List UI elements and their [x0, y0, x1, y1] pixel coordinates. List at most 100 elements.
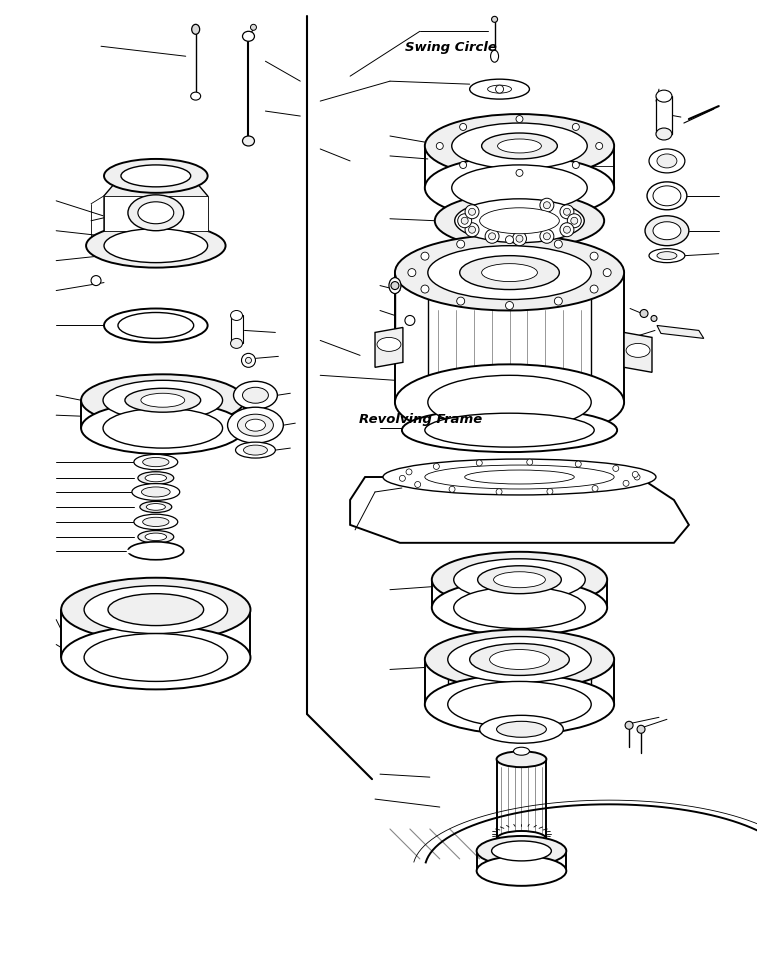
Ellipse shape: [81, 403, 245, 455]
Text: Revolving Frame: Revolving Frame: [359, 412, 482, 426]
Circle shape: [465, 205, 479, 219]
Ellipse shape: [649, 248, 685, 263]
Circle shape: [623, 481, 629, 486]
Ellipse shape: [134, 514, 177, 530]
Circle shape: [567, 214, 581, 227]
Circle shape: [506, 236, 513, 244]
Ellipse shape: [104, 159, 208, 193]
Ellipse shape: [493, 572, 546, 587]
Ellipse shape: [647, 182, 687, 210]
Ellipse shape: [230, 310, 243, 321]
Ellipse shape: [84, 586, 227, 634]
Ellipse shape: [237, 414, 274, 436]
Ellipse shape: [132, 483, 180, 501]
Polygon shape: [624, 332, 652, 373]
Circle shape: [512, 232, 527, 246]
Ellipse shape: [143, 457, 169, 467]
Circle shape: [543, 201, 550, 209]
Circle shape: [527, 459, 533, 465]
Circle shape: [457, 240, 465, 248]
Ellipse shape: [465, 470, 575, 484]
Ellipse shape: [637, 725, 645, 733]
Ellipse shape: [138, 472, 174, 484]
Circle shape: [434, 463, 440, 469]
Ellipse shape: [61, 626, 250, 690]
Ellipse shape: [140, 502, 172, 512]
Circle shape: [572, 123, 579, 130]
Ellipse shape: [496, 751, 547, 768]
Ellipse shape: [656, 128, 672, 140]
Ellipse shape: [435, 193, 604, 248]
Ellipse shape: [625, 721, 633, 729]
Circle shape: [560, 222, 574, 237]
Circle shape: [596, 143, 603, 149]
Ellipse shape: [236, 442, 275, 458]
Ellipse shape: [138, 531, 174, 543]
Ellipse shape: [452, 165, 587, 211]
Ellipse shape: [496, 831, 547, 846]
Circle shape: [592, 485, 598, 491]
Ellipse shape: [121, 165, 191, 187]
Circle shape: [651, 316, 657, 322]
Ellipse shape: [383, 459, 656, 495]
Ellipse shape: [405, 316, 415, 325]
Ellipse shape: [103, 380, 223, 420]
Circle shape: [415, 482, 421, 487]
Ellipse shape: [246, 419, 265, 431]
Circle shape: [563, 208, 571, 216]
Ellipse shape: [428, 246, 591, 299]
Circle shape: [506, 301, 513, 309]
Ellipse shape: [191, 92, 201, 100]
Circle shape: [590, 285, 598, 293]
Circle shape: [563, 226, 571, 233]
Circle shape: [516, 169, 523, 176]
Circle shape: [459, 162, 467, 169]
Circle shape: [634, 474, 640, 480]
Ellipse shape: [86, 223, 226, 268]
Ellipse shape: [481, 133, 557, 159]
Circle shape: [540, 229, 554, 244]
Circle shape: [489, 233, 496, 240]
Circle shape: [572, 162, 579, 169]
Ellipse shape: [657, 154, 677, 168]
Circle shape: [560, 205, 574, 219]
Circle shape: [408, 269, 416, 276]
Ellipse shape: [496, 721, 547, 738]
Circle shape: [496, 85, 503, 93]
Ellipse shape: [653, 186, 681, 206]
Ellipse shape: [146, 504, 165, 510]
Ellipse shape: [243, 387, 268, 403]
Ellipse shape: [477, 856, 566, 886]
Circle shape: [485, 229, 499, 244]
Circle shape: [449, 486, 455, 492]
Polygon shape: [375, 327, 403, 367]
Bar: [656, 96, 672, 134]
Ellipse shape: [454, 559, 585, 601]
Ellipse shape: [402, 408, 617, 452]
Ellipse shape: [424, 630, 614, 690]
Ellipse shape: [470, 79, 529, 99]
Circle shape: [554, 240, 562, 248]
Ellipse shape: [233, 381, 277, 409]
Ellipse shape: [470, 643, 569, 675]
Ellipse shape: [141, 393, 185, 407]
Ellipse shape: [377, 337, 401, 351]
Circle shape: [421, 252, 429, 260]
Ellipse shape: [118, 312, 194, 338]
Ellipse shape: [432, 580, 607, 636]
Ellipse shape: [103, 408, 223, 448]
Ellipse shape: [455, 198, 584, 243]
Circle shape: [540, 198, 554, 212]
Circle shape: [421, 285, 429, 293]
Polygon shape: [350, 477, 689, 543]
Circle shape: [603, 269, 611, 276]
Ellipse shape: [134, 455, 177, 470]
Circle shape: [571, 218, 578, 224]
Ellipse shape: [487, 85, 512, 93]
Circle shape: [91, 275, 101, 286]
Ellipse shape: [242, 353, 255, 367]
Circle shape: [590, 252, 598, 260]
Circle shape: [612, 465, 619, 472]
Ellipse shape: [459, 255, 559, 290]
Ellipse shape: [653, 221, 681, 240]
